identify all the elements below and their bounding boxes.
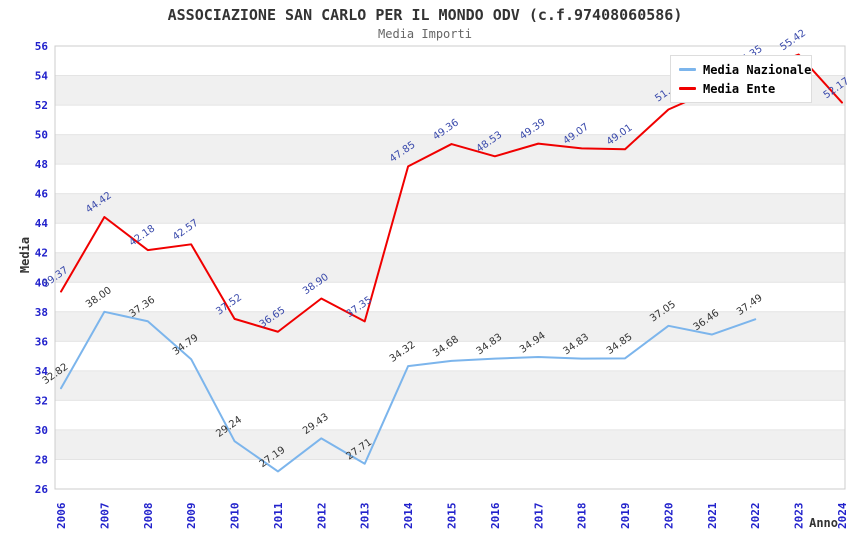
- y-tick-label: 42: [35, 247, 48, 260]
- plot-band: [55, 164, 845, 194]
- x-tick-label: 2020: [662, 503, 675, 530]
- legend-label: Media Ente: [703, 81, 776, 96]
- y-tick-label: 44: [35, 217, 49, 230]
- plot-band: [55, 193, 845, 224]
- legend: Media Nazionale Media Ente: [670, 55, 812, 103]
- y-tick-label: 50: [35, 129, 48, 142]
- y-tick-label: 30: [35, 424, 48, 437]
- chart-title: ASSOCIAZIONE SAN CARLO PER IL MONDO ODV …: [167, 6, 683, 24]
- legend-item-media-ente[interactable]: Media Ente: [679, 82, 811, 96]
- x-tick-label: 2010: [229, 503, 242, 530]
- legend-line-icon: [679, 87, 696, 90]
- y-tick-label: 40: [35, 276, 48, 289]
- x-tick-label: 2017: [532, 503, 545, 530]
- y-tick-label: 32: [35, 394, 48, 407]
- x-tick-label: 2014: [402, 502, 415, 529]
- x-tick-label: 2023: [793, 503, 806, 530]
- y-tick-label: 46: [35, 188, 49, 201]
- y-tick-label: 26: [35, 483, 49, 496]
- x-tick-label: 2016: [489, 502, 502, 529]
- x-tick-label: 2021: [706, 502, 719, 529]
- y-tick-label: 28: [35, 453, 48, 466]
- y-tick-label: 34: [35, 365, 49, 378]
- legend-item-media-nazionale[interactable]: Media Nazionale: [679, 63, 811, 77]
- y-tick-label: 36: [35, 335, 49, 348]
- series-line-media-nazionale: [60, 310, 757, 473]
- plot-band: [55, 223, 845, 253]
- y-tick-label: 54: [35, 70, 49, 83]
- chart-subtitle: Media Importi: [378, 27, 472, 41]
- x-tick-label: 2009: [185, 503, 198, 530]
- x-tick-label: 2007: [98, 503, 111, 530]
- x-tick-label: 2012: [315, 503, 328, 530]
- plot-band: [55, 429, 845, 460]
- x-tick-label: 2022: [749, 503, 762, 530]
- x-tick-label: 2006: [55, 502, 68, 529]
- legend-label: Media Nazionale: [703, 62, 812, 77]
- x-axis-title: Anno: [809, 516, 838, 530]
- x-tick-label: 2015: [446, 503, 459, 530]
- plot-band: [55, 370, 845, 401]
- plot-band: [55, 105, 845, 135]
- x-tick-label: 2019: [619, 503, 632, 530]
- legend-line-icon: [679, 68, 696, 71]
- plot-border: [54, 45, 846, 490]
- y-tick-label: 52: [35, 99, 48, 112]
- y-tick-label: 38: [35, 306, 48, 319]
- x-tick-label: 2013: [359, 503, 372, 530]
- plot-band: [55, 311, 845, 342]
- plot-band: [55, 252, 845, 283]
- x-tick-label: 2024: [836, 502, 849, 529]
- plot-band: [55, 282, 845, 312]
- y-tick-label: 48: [35, 158, 48, 171]
- plot-band: [55, 134, 845, 165]
- x-tick-label: 2011: [272, 502, 285, 529]
- y-tick-label: 56: [35, 40, 49, 53]
- x-tick-label: 2018: [576, 503, 589, 530]
- x-tick-label: 2008: [142, 503, 155, 530]
- y-axis-title: Media: [18, 237, 32, 273]
- plot-band: [55, 459, 845, 489]
- plot-band: [55, 400, 845, 430]
